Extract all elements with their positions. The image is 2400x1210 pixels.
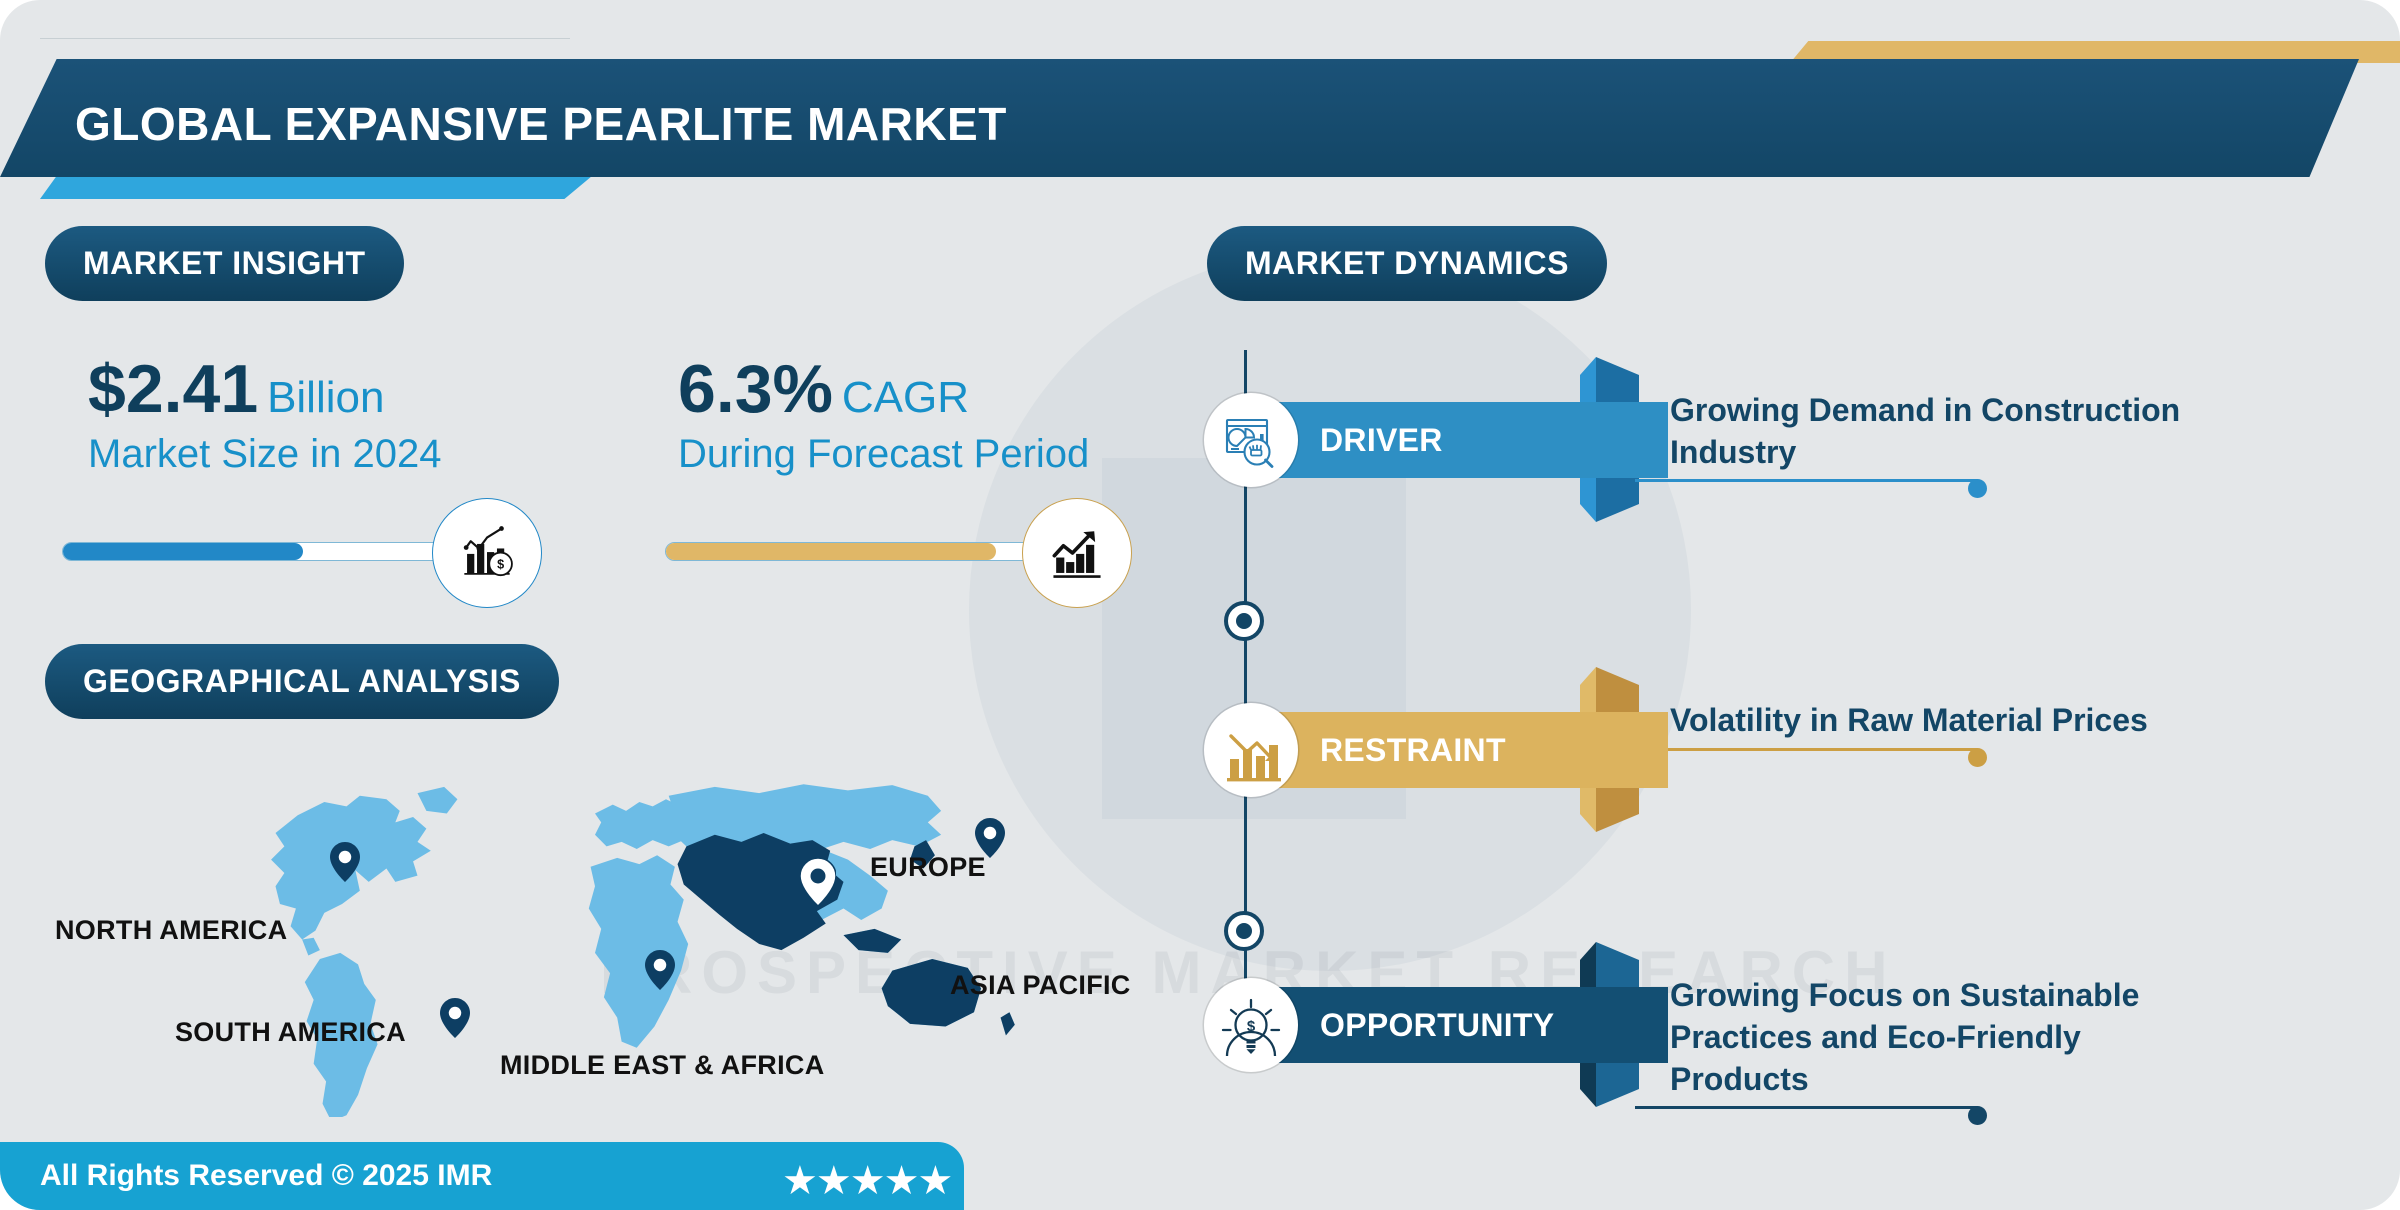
svg-text:$: $ <box>497 557 504 571</box>
svg-text:$: $ <box>1247 1018 1256 1035</box>
